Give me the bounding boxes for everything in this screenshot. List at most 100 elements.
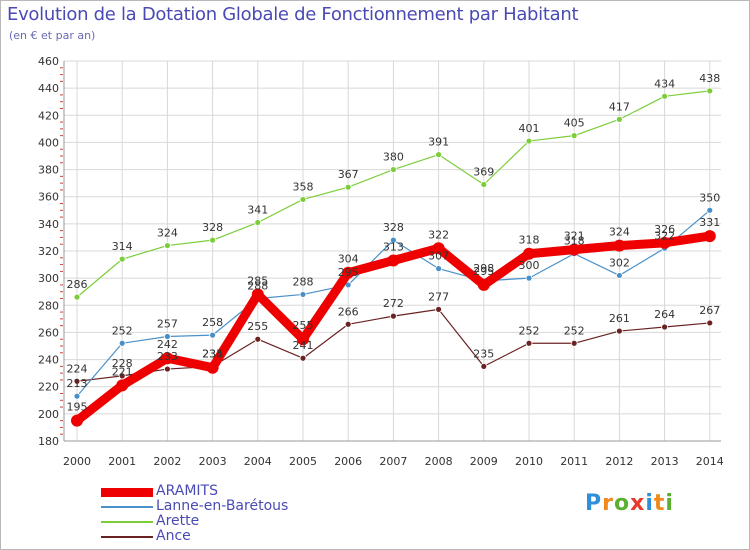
data-label-3: 233 bbox=[157, 350, 178, 363]
y-tick-label: 300 bbox=[38, 272, 59, 285]
data-label-1: 252 bbox=[112, 324, 133, 337]
y-tick-label: 340 bbox=[38, 218, 59, 231]
data-label-1: 328 bbox=[383, 221, 404, 234]
data-point-3 bbox=[706, 319, 714, 327]
data-point-0 bbox=[161, 352, 174, 365]
x-tick-label: 2008 bbox=[425, 455, 453, 468]
data-point-3 bbox=[480, 362, 488, 370]
data-point-3 bbox=[616, 327, 623, 335]
data-point-1 bbox=[435, 265, 443, 273]
data-point-2 bbox=[480, 181, 488, 188]
data-label-3: 277 bbox=[428, 290, 449, 303]
chart-subtitle: (en € et par an) bbox=[9, 29, 96, 42]
logo-letter: o bbox=[613, 491, 631, 516]
logo-letter: i bbox=[665, 491, 674, 516]
legend-label-aramits: ARAMITS bbox=[156, 483, 218, 499]
data-point-1 bbox=[616, 272, 623, 279]
data-point-2 bbox=[706, 87, 714, 95]
data-label-2: 367 bbox=[338, 168, 359, 181]
data-point-3 bbox=[118, 372, 126, 380]
x-tick-label: 2009 bbox=[470, 455, 498, 468]
data-label-0: 318 bbox=[519, 234, 540, 247]
legend-swatch-arette bbox=[101, 521, 153, 523]
x-tick-label: 2011 bbox=[560, 455, 588, 468]
y-tick-label: 280 bbox=[38, 299, 59, 312]
data-label-0: 313 bbox=[383, 241, 404, 254]
data-point-0 bbox=[387, 254, 400, 267]
x-tick-label: 2004 bbox=[244, 455, 272, 468]
data-point-1 bbox=[118, 339, 126, 347]
data-point-1 bbox=[209, 331, 217, 339]
data-label-2: 438 bbox=[699, 72, 720, 85]
data-label-1: 213 bbox=[67, 377, 88, 390]
data-point-0 bbox=[703, 230, 716, 243]
data-point-1 bbox=[706, 206, 714, 214]
data-point-3 bbox=[299, 354, 307, 362]
y-tick-label: 200 bbox=[38, 408, 59, 421]
y-tick-label: 420 bbox=[38, 109, 59, 122]
data-point-0 bbox=[613, 239, 626, 252]
logo-letter: r bbox=[602, 491, 614, 516]
x-tick-label: 2001 bbox=[108, 455, 136, 468]
y-tick-label: 460 bbox=[38, 55, 59, 68]
data-point-0 bbox=[568, 243, 581, 256]
data-label-1: 258 bbox=[202, 316, 223, 329]
data-point-2 bbox=[163, 242, 171, 249]
data-label-0: 221 bbox=[112, 365, 133, 378]
y-tick-label: 220 bbox=[38, 381, 59, 394]
data-point-0 bbox=[432, 242, 445, 255]
data-label-2: 369 bbox=[473, 166, 494, 179]
y-tick-label: 440 bbox=[38, 82, 59, 95]
data-point-0 bbox=[658, 236, 671, 249]
data-label-0: 326 bbox=[654, 223, 675, 236]
data-label-2: 314 bbox=[112, 240, 133, 253]
data-label-3: 228 bbox=[112, 357, 133, 370]
data-label-3: 252 bbox=[519, 324, 540, 337]
data-point-0 bbox=[342, 266, 355, 279]
legend-label-lanne: Lanne-en-Barétous bbox=[156, 498, 289, 514]
y-tick-label: 360 bbox=[38, 191, 59, 204]
x-tick-label: 2012 bbox=[605, 455, 633, 468]
data-label-3: 267 bbox=[699, 304, 720, 317]
data-point-2 bbox=[616, 115, 623, 123]
data-point-1 bbox=[525, 274, 533, 282]
data-point-0 bbox=[251, 288, 264, 301]
data-label-1: 318 bbox=[564, 235, 585, 248]
data-point-2 bbox=[570, 132, 578, 140]
data-label-1: 288 bbox=[293, 275, 314, 288]
data-point-2 bbox=[661, 92, 668, 100]
x-tick-label: 2013 bbox=[651, 455, 679, 468]
data-label-0: 295 bbox=[473, 265, 494, 278]
data-point-3 bbox=[525, 339, 533, 347]
data-label-2: 341 bbox=[247, 204, 268, 217]
x-tick-label: 2005 bbox=[289, 455, 317, 468]
y-tick-label: 240 bbox=[38, 354, 59, 367]
data-label-1: 322 bbox=[654, 229, 675, 242]
data-point-3 bbox=[389, 312, 397, 320]
data-point-0 bbox=[477, 278, 490, 291]
data-point-1 bbox=[73, 392, 81, 400]
chart-title: Evolution de la Dotation Globale de Fonc… bbox=[7, 4, 579, 25]
data-label-0: 234 bbox=[202, 348, 223, 361]
data-label-1: 298 bbox=[473, 262, 494, 275]
data-label-3: 235 bbox=[202, 347, 223, 360]
data-point-2 bbox=[299, 196, 307, 203]
data-label-1: 300 bbox=[519, 259, 540, 272]
data-point-2 bbox=[344, 183, 352, 191]
data-label-0: 304 bbox=[338, 253, 359, 266]
x-tick-label: 2000 bbox=[63, 455, 91, 468]
data-point-3 bbox=[570, 339, 578, 347]
legend-label-ance: Ance bbox=[156, 528, 191, 544]
data-label-1: 302 bbox=[609, 256, 630, 269]
data-label-0: 285 bbox=[247, 274, 268, 287]
data-point-3 bbox=[73, 377, 81, 385]
data-label-2: 328 bbox=[202, 221, 223, 234]
legend-swatch-aramits bbox=[101, 488, 153, 497]
data-point-3 bbox=[254, 335, 262, 343]
data-label-2: 358 bbox=[293, 180, 314, 193]
data-label-1: 350 bbox=[699, 191, 720, 204]
data-point-2 bbox=[254, 219, 262, 226]
data-label-3: 272 bbox=[383, 297, 404, 310]
